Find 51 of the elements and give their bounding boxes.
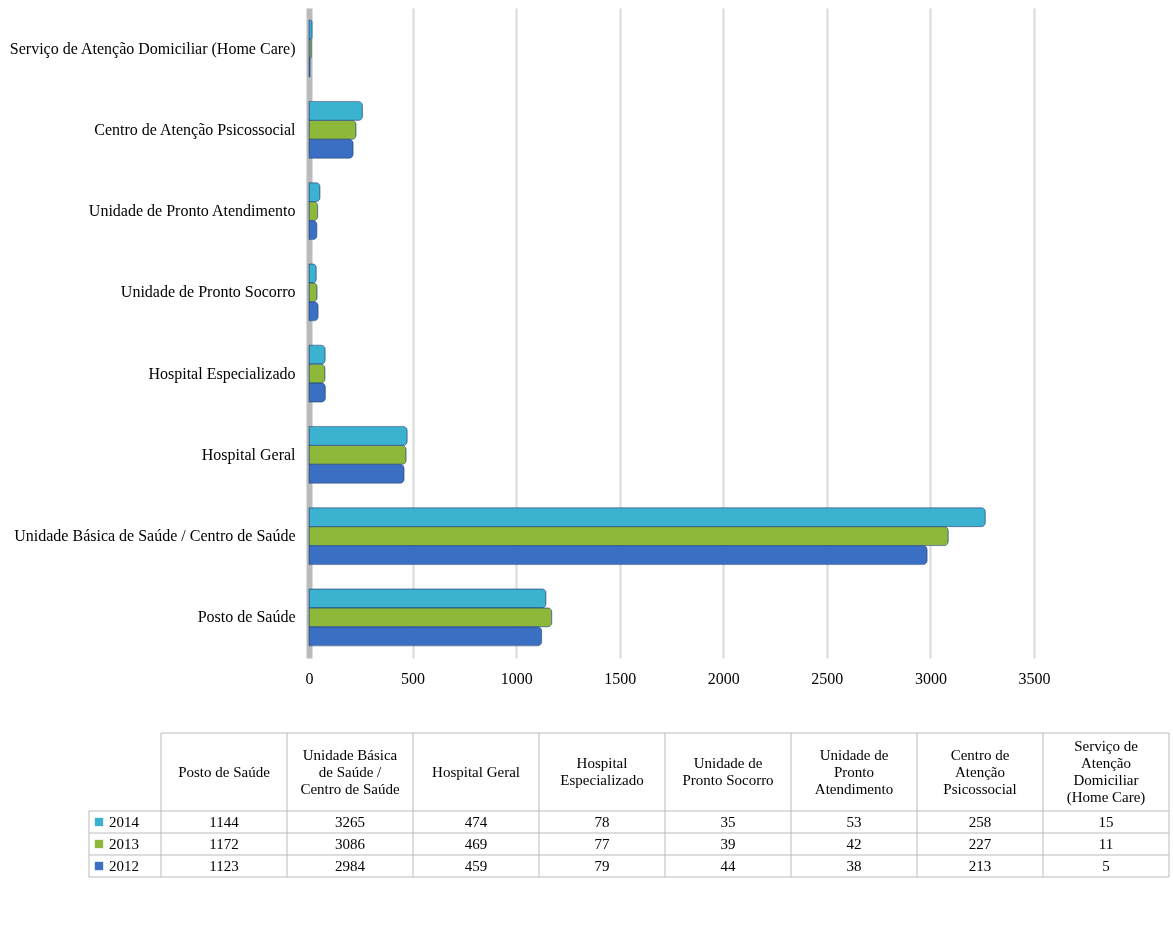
y-tick-label: Centro de Atenção Psicossocial [94, 120, 297, 139]
data-label: 78 [594, 814, 610, 830]
data-label: 3265 [335, 814, 365, 830]
data-label: 459 [464, 858, 488, 874]
data-label: 1172 [209, 836, 239, 852]
y-tick-label: Unidade de Pronto Atendimento [88, 202, 296, 220]
data-label: 469 [464, 836, 488, 852]
x-tick-label: 1500 [604, 669, 637, 687]
legend-label: 2014 [109, 814, 140, 830]
data-label: 77 [594, 836, 610, 852]
category-label: Serviço de Atenção Domiciliar (Home Care) [1066, 738, 1146, 806]
x-tick-label: 2500 [811, 669, 844, 687]
data-label: 5 [1102, 858, 1110, 874]
data-label: 11 [1098, 836, 1114, 852]
category-label: Unidade de Pronto Atendimento [814, 746, 894, 797]
x-tick-label: 3500 [1018, 669, 1051, 687]
y-tick-label: Hospital Geral [201, 445, 297, 464]
category-label: Centro de Atenção Psicossocial [943, 746, 1017, 797]
data-label: 39 [720, 836, 736, 852]
data-label: 258 [968, 814, 992, 830]
x-tick-label: 3000 [914, 669, 947, 687]
data-label: 42 [846, 836, 862, 852]
category-label: Hospital Geral [432, 763, 520, 780]
x-tick-label: 1000 [500, 669, 533, 687]
category-label: Unidade Básica de Saúde / Centro de Saúde [300, 746, 400, 797]
data-label: 38 [846, 858, 862, 874]
x-tick-label: 500 [401, 669, 426, 687]
category-label: Posto de Saúde [178, 763, 271, 780]
data-label: 227 [968, 836, 992, 852]
y-tick-label: Unidade Básica de Saúde / Centro de Saúde [14, 527, 296, 545]
data-label: 3086 [335, 836, 366, 852]
category-label: Hospital Especializado [560, 755, 644, 788]
x-tick-label: 2000 [707, 669, 740, 687]
data-label: 1144 [209, 814, 240, 830]
y-tick-label: Posto de Saúde [197, 608, 296, 626]
data-label: 1123 [209, 858, 239, 874]
y-tick-label: Unidade de Pronto Socorro [120, 283, 296, 301]
category-label: Unidade de Pronto Socorro [682, 755, 774, 788]
y-tick-label: Hospital Especializado [148, 364, 296, 383]
data-label: 2984 [335, 858, 366, 874]
data-label: 79 [594, 858, 610, 874]
data-label: 213 [968, 858, 992, 874]
data-label: 44 [720, 858, 736, 874]
data-label: 35 [720, 814, 736, 830]
legend-label: 2012 [109, 858, 139, 874]
data-label: 15 [1098, 814, 1114, 830]
y-tick-label: Serviço de Atenção Domiciliar (Home Care) [9, 39, 296, 58]
data-label: 474 [464, 814, 488, 830]
legend-label: 2013 [109, 836, 139, 852]
data-label: 53 [846, 814, 862, 830]
x-tick-label: 0 [305, 669, 314, 687]
